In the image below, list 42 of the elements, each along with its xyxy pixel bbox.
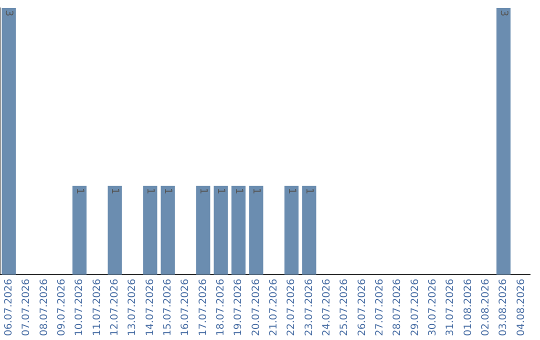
x-tick-label: 19.07.2026 xyxy=(233,278,244,336)
x-tick-label: 30.07.2026 xyxy=(427,278,438,336)
x-tick-label: 23.07.2026 xyxy=(304,278,315,336)
x-tick-label: 03.08.2026 xyxy=(498,278,510,336)
data-label: 1 xyxy=(144,188,156,194)
x-tick-label: 13.07.2026 xyxy=(127,278,138,336)
x-tick-label: 25.07.2026 xyxy=(339,278,350,336)
x-tick-label: 06.07.2026 xyxy=(3,278,14,336)
data-label: 1 xyxy=(198,188,209,194)
x-tick-label: 12.07.2026 xyxy=(109,278,120,336)
x-tick-label: 24.07.2026 xyxy=(321,278,332,336)
data-label: 1 xyxy=(74,188,85,194)
x-tick-label: 21.07.2026 xyxy=(268,278,280,336)
data-label: 3 xyxy=(498,10,509,16)
x-tick-label: 26.07.2026 xyxy=(356,278,368,336)
x-tick-label: 10.07.2026 xyxy=(74,278,86,336)
x-tick-label: 18.07.2026 xyxy=(215,278,226,336)
x-tick-label: 22.07.2026 xyxy=(286,278,298,336)
data-label: 1 xyxy=(215,188,226,194)
data-label: 1 xyxy=(162,188,174,194)
x-tick-label: 29.07.2026 xyxy=(410,278,421,336)
data-label: 1 xyxy=(109,188,120,194)
data-label: 3 xyxy=(3,10,14,16)
x-tick-label: 11.07.2026 xyxy=(92,278,103,336)
data-label: 1 xyxy=(286,188,297,194)
x-tick-label: 01.08.2026 xyxy=(462,278,474,336)
x-tick-label: 31.07.2026 xyxy=(445,278,456,336)
data-label: 1 xyxy=(232,188,244,194)
x-tick-label: 07.07.2026 xyxy=(21,278,32,336)
x-tick-label: 15.07.2026 xyxy=(162,278,174,336)
x-tick-label: 08.07.2026 xyxy=(38,278,50,336)
x-tick-label: 27.07.2026 xyxy=(374,278,386,336)
x-tick-label: 16.07.2026 xyxy=(180,278,192,336)
x-tick-label: 14.07.2026 xyxy=(144,278,156,336)
x-tick-label: 09.07.2026 xyxy=(56,278,68,336)
data-label: 1 xyxy=(250,188,262,194)
x-tick-label: 04.08.2026 xyxy=(516,278,527,336)
x-tick-label: 28.07.2026 xyxy=(392,278,404,336)
x-tick-label: 20.07.2026 xyxy=(250,278,262,336)
x-tick-label: 17.07.2026 xyxy=(198,278,209,336)
data-label: 1 xyxy=(304,188,315,194)
x-tick-label: 02.08.2026 xyxy=(480,278,492,336)
